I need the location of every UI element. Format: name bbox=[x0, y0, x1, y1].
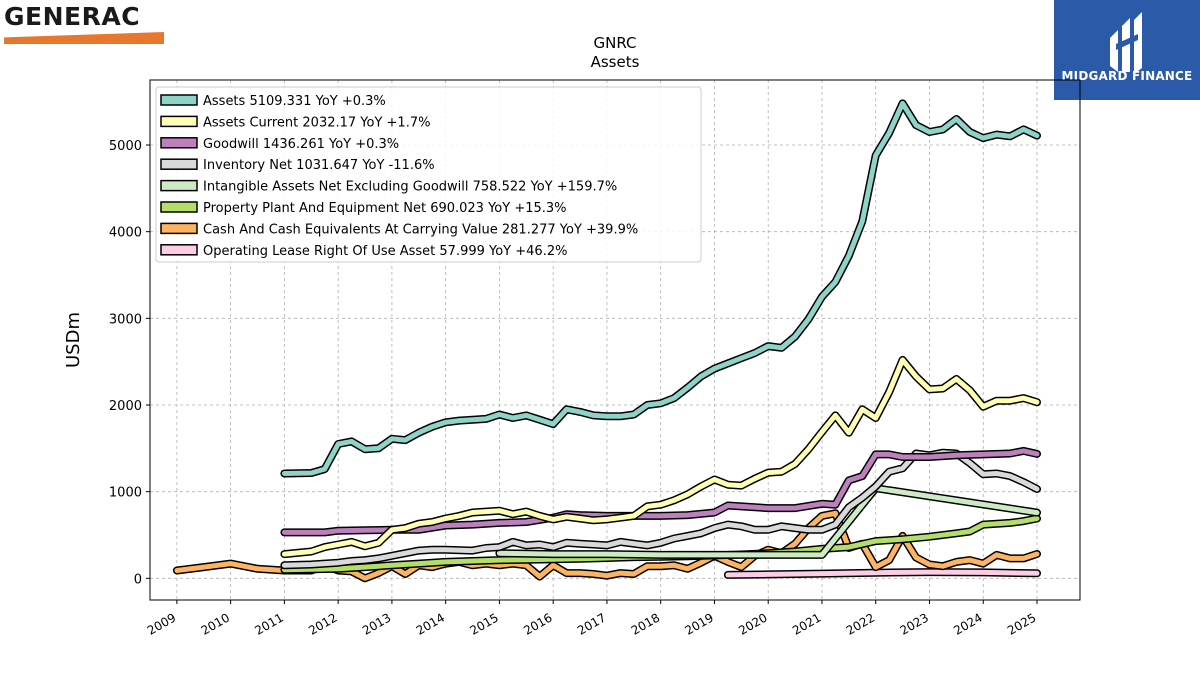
y-axis-ticks: 0 1000 2000 3000 4000 5000 bbox=[109, 139, 150, 587]
chart-title: GNRC bbox=[594, 34, 637, 52]
x-tick-label: 2014 bbox=[414, 610, 447, 637]
series-line-assets bbox=[281, 100, 1040, 476]
series-line-assets-current bbox=[281, 357, 1040, 557]
legend-swatch bbox=[160, 137, 198, 149]
legend-swatch bbox=[160, 201, 198, 213]
x-tick-label: 2013 bbox=[360, 610, 393, 637]
x-tick-label: 2010 bbox=[199, 610, 232, 637]
legend-swatch bbox=[160, 179, 198, 192]
legend-swatch bbox=[160, 244, 198, 256]
legend-entry: Cash And Cash Equivalents At Carrying Va… bbox=[203, 222, 638, 237]
x-tick-label: 2019 bbox=[682, 610, 715, 637]
generac-logo: GENERAC bbox=[4, 4, 174, 44]
legend-entry: Intangible Assets Net Excluding Goodwill… bbox=[203, 180, 617, 195]
y-tick-label: 2000 bbox=[109, 399, 142, 414]
series-line-goodwill bbox=[281, 448, 1040, 535]
midgard-emblem-icon bbox=[1110, 12, 1142, 74]
legend-entry: Inventory Net 1031.647 YoY -11.6% bbox=[203, 158, 435, 173]
legend-swatch bbox=[160, 158, 198, 170]
legend-entry: Assets 5109.331 YoY +0.3% bbox=[203, 94, 386, 109]
legend-entry: Operating Lease Right Of Use Asset 57.99… bbox=[203, 244, 567, 259]
x-tick-label: 2020 bbox=[736, 610, 769, 637]
y-tick-label: 4000 bbox=[109, 226, 142, 241]
series-lines bbox=[172, 99, 1041, 583]
series-line-intangible-assets-net-excluding-goodwill bbox=[496, 485, 1040, 558]
x-tick-label: 2016 bbox=[521, 610, 554, 637]
chart-subtitle: Assets bbox=[591, 53, 640, 71]
legend-swatch bbox=[160, 222, 198, 235]
plot-frame bbox=[149, 79, 1081, 601]
y-tick-label: 5000 bbox=[109, 139, 142, 154]
y-tick-label: 1000 bbox=[109, 486, 142, 501]
x-tick-label: 2021 bbox=[790, 610, 823, 637]
legend-swatch bbox=[160, 115, 198, 128]
legend-entry: Assets Current 2032.17 YoY +1.7% bbox=[203, 115, 430, 130]
x-tick-label: 2018 bbox=[629, 610, 662, 637]
x-tick-label: 2011 bbox=[252, 610, 285, 637]
legend: Assets 5109.331 YoY +0.3% Assets Current … bbox=[155, 86, 702, 263]
y-tick-label: 0 bbox=[134, 572, 142, 587]
legend-swatch bbox=[160, 94, 198, 106]
x-tick-label: 2024 bbox=[951, 610, 984, 637]
x-tick-label: 2022 bbox=[844, 610, 877, 637]
y-axis-label: USDm bbox=[63, 312, 84, 368]
x-tick-label: 2009 bbox=[145, 610, 178, 637]
x-tick-label: 2015 bbox=[467, 610, 500, 637]
x-axis-ticks: 2009 2010 2011 2012 2013 2014 2015 2016 2017 2018… bbox=[145, 600, 1038, 638]
y-tick-label: 3000 bbox=[109, 312, 142, 327]
x-tick-label: 2017 bbox=[575, 610, 608, 637]
legend-box bbox=[155, 86, 702, 263]
x-tick-label: 2025 bbox=[1005, 610, 1038, 637]
midgard-finance-logo: MIDGARD FINANCE bbox=[1054, 0, 1200, 100]
legend-entry: Property Plant And Equipment Net 690.023… bbox=[203, 201, 567, 216]
generac-logo-text: GENERAC bbox=[4, 2, 141, 31]
x-tick-label: 2012 bbox=[306, 610, 339, 637]
midgard-finance-text: MIDGARD FINANCE bbox=[1061, 69, 1193, 83]
series-line-operating-lease-right-of-use-asset bbox=[725, 569, 1040, 578]
x-tick-label: 2023 bbox=[898, 610, 931, 637]
legend-entry: Goodwill 1436.261 YoY +0.3% bbox=[203, 137, 399, 152]
